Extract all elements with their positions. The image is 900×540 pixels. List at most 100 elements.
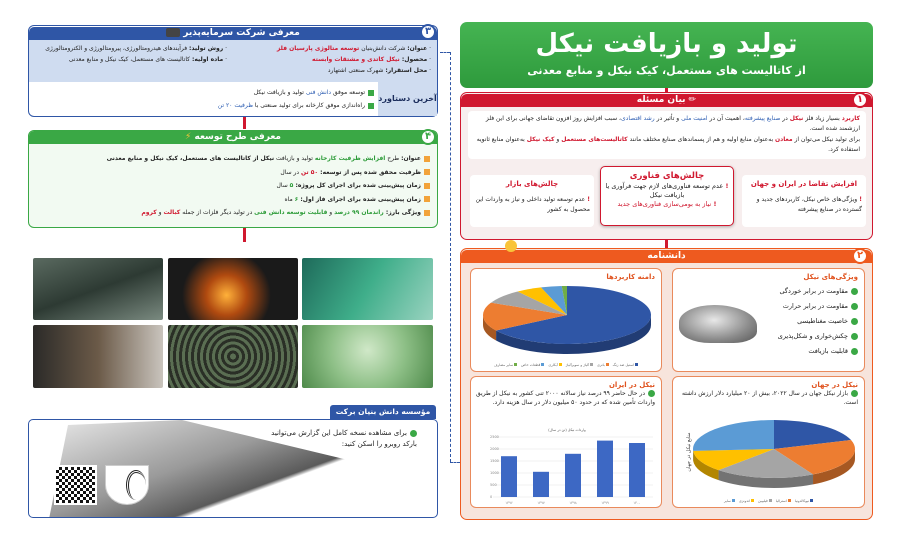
tech-challenges-card: چالش‌های فناوری ! عدم توسعه فناوری‌های ل… <box>600 166 734 226</box>
development-details: عنوان: طرح افزایش ظرفیت کارخانه تولید و … <box>50 152 430 220</box>
arrow-down <box>243 228 246 242</box>
pie-slice-side <box>718 470 814 488</box>
photo-green-powder <box>302 325 433 388</box>
applications-pie-chart <box>483 286 651 354</box>
applications-chart-title: دامنه کاربردها <box>606 273 655 281</box>
legend-item: قطعات خاص <box>521 363 545 367</box>
pie-slice-side <box>813 449 855 485</box>
section-number-1: ۱ <box>852 92 868 108</box>
legend-item: نیوکالدونیا <box>795 499 814 503</box>
lightbulb-icon <box>505 240 517 252</box>
check-icon <box>851 347 858 355</box>
x-tick-label: ۱۳۹۸ <box>569 501 577 505</box>
photo-ore-pile <box>168 325 298 388</box>
bar-3 <box>597 440 613 497</box>
pie-slice-4 <box>693 420 774 451</box>
y-tick-label: 500 <box>490 483 497 487</box>
pie-slice-3 <box>693 449 774 471</box>
iran-title: نیکل در ایران <box>608 381 655 389</box>
x-tick-label: ۱۳۹۶ <box>505 501 513 505</box>
feature-item: خاصیت مغناطیسی <box>778 314 858 329</box>
legend-item: سایر <box>724 499 735 503</box>
lightning-icon: ⚡ <box>185 132 192 142</box>
check-icon <box>851 332 858 340</box>
x-tick-label: ۱۳۹۷ <box>537 501 545 505</box>
feature-item: چکش‌خواری و شکل‌پذیری <box>778 329 858 344</box>
imports-bar-chart: واردات نیکل (تن در سال) 0 500 1000 1500 2000 2… <box>490 428 653 505</box>
section-number-3: ۳ <box>420 24 436 40</box>
iran-card: نیکل در ایران در حال حاضر ۹۹ درصد نیاز س… <box>470 376 662 508</box>
qr-code[interactable] <box>54 465 97 505</box>
x-tick-label: ۱۴۰۰ <box>633 501 641 505</box>
pencil-icon: ✏ <box>685 95 697 105</box>
briefcase-icon <box>166 28 181 37</box>
feature-item: قابلیت بازیافت <box>778 344 858 359</box>
check-icon <box>851 302 858 310</box>
bar-2 <box>565 453 581 497</box>
world-pie-chart <box>693 420 855 488</box>
legend-item: استرالیا <box>776 499 791 503</box>
pie-slice-1 <box>483 302 567 331</box>
legend-item: فیلیپین <box>758 499 772 503</box>
features-list: مقاومت در برابر خوردگی مقاومت در برابر حر… <box>778 284 858 359</box>
connector-line <box>440 52 450 53</box>
achievements: توسعه موفق دانش فنی تولید و بازیافت نیکل… <box>40 86 374 112</box>
photo-lab-researcher <box>33 325 163 388</box>
subtitle: از کاتالیست های مستعمل، کیک نیکل و منابع… <box>527 64 806 77</box>
photo-green-catalyst <box>302 258 433 320</box>
main-title: تولید و بازیافت نیکل <box>535 29 798 59</box>
pie-slice-2 <box>490 291 567 315</box>
features-title: ویژگی‌های نیکل <box>803 273 858 281</box>
pie-slice-side <box>496 315 651 354</box>
pie-slice-4 <box>541 286 567 315</box>
world-card: نیکل در جهان بازار نیکل جهان در سال ۲۰۲۲… <box>672 376 865 508</box>
photo-factory <box>33 258 163 320</box>
world-title: نیکل در جهان <box>811 381 858 389</box>
company-header: معرفی شرکت سرمایه‌پذیر <box>29 27 437 40</box>
legend-item: آبکاری <box>548 363 562 367</box>
section-number-2: ۲ <box>852 248 868 264</box>
institute-box: برای مشاهده نسخه کامل این گزارش می‌توانی… <box>28 419 438 518</box>
photo-molten-metal <box>168 258 298 320</box>
pie-slice-1 <box>774 440 855 475</box>
institute-text: برای مشاهده نسخه کامل این گزارش می‌توانی… <box>271 429 417 448</box>
legend-item: استیل ضد زنگ <box>613 363 639 367</box>
feature-item: مقاومت در برابر خوردگی <box>778 284 858 299</box>
section-development <box>28 130 438 228</box>
features-card: ویژگی‌های نیکل مقاومت در برابر خوردگی مقا… <box>672 268 865 372</box>
iran-text: در حال حاضر ۹۹ درصد نیاز سالانه ۲۰۰۰ تنی… <box>476 390 655 406</box>
bar-4 <box>629 443 645 497</box>
bar-0 <box>501 456 517 497</box>
world-legend: نیوکالدونیا استرالیا فیلیپین اندونزی سایر <box>673 499 864 503</box>
check-icon <box>851 287 858 295</box>
section-number-4: ۴ <box>420 129 436 145</box>
pie-slice-2 <box>718 449 814 478</box>
pie-slice-side <box>483 315 497 341</box>
legend-item: آلیاژ و سوپرآلیاژ <box>566 363 593 367</box>
company-info: · عنوان: شرکت دانش‌بنیان توسعه متالوژی پ… <box>29 40 437 82</box>
legend-item: سایر مصارف <box>494 363 518 367</box>
applications-card: دامنه کاربردها استیل ضد زنگ باتری آلیاژ و … <box>470 268 662 372</box>
title-banner: تولید و بازیافت نیکل از کاتالیست های مست… <box>460 22 873 88</box>
y-tick-label: 2500 <box>490 435 499 439</box>
check-icon <box>851 317 858 325</box>
arrow-down <box>665 240 668 248</box>
world-text: بازار نیکل جهان در سال ۲۰۲۲، بیش از ۲۰ م… <box>681 390 858 406</box>
y-tick-label: 1500 <box>490 459 499 463</box>
pie-slice-side <box>693 450 719 481</box>
legend-item: باتری <box>597 363 609 367</box>
bar-chart-title: واردات نیکل (تن در سال) <box>548 428 586 432</box>
applications-legend: استیل ضد زنگ باتری آلیاژ و سوپرآلیاژ آبکاری… <box>471 363 661 367</box>
y-tick-label: 2000 <box>490 447 499 451</box>
pie-slice-0 <box>496 286 651 344</box>
encyclopedia-header: دانشنامه <box>461 250 872 263</box>
connector-line <box>450 52 451 462</box>
demand-card: افزایش تقاضا در ایران و جهان ! ویژگی‌های… <box>742 175 866 227</box>
market-card: چالش‌های بازار ! عدم توسعه تولید داخلی و… <box>470 175 594 227</box>
pie-slice-5 <box>561 286 567 315</box>
feature-item: مقاومت در برابر حرارت <box>778 299 858 314</box>
bar-1 <box>533 471 549 497</box>
arrow-down <box>665 88 668 94</box>
pie-slice-3 <box>517 287 567 315</box>
problem-header: ✏ بیان مسئله <box>461 94 872 107</box>
